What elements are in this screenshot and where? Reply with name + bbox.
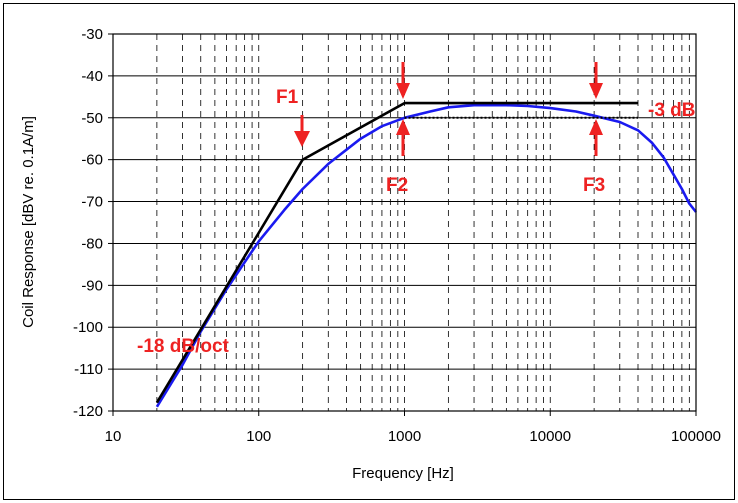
y-tick-label: -90 (81, 277, 103, 294)
y-tick-label: -80 (81, 235, 103, 252)
x-tick-label: 10 (105, 428, 122, 445)
figure-frame (3, 3, 735, 500)
x-tick-label: 100000 (671, 428, 721, 445)
y-tick-label: -110 (74, 361, 103, 378)
y-tick-label: -50 (81, 110, 103, 127)
x-tick-label: 10000 (529, 428, 571, 445)
series-line-asymptote (155, 101, 638, 404)
y-tick-label: -100 (73, 319, 103, 336)
y-tick-label: -70 (81, 194, 103, 211)
x-axis-title: Frequency [Hz] (352, 465, 454, 482)
f3-label: F3 (583, 175, 605, 196)
y-tick-label: -30 (81, 26, 103, 43)
slope-label: -18 dB/oct (137, 336, 230, 357)
f2-label: F2 (386, 175, 408, 196)
series-layer (155, 101, 698, 408)
f3-arrow-top (589, 62, 603, 99)
y-axis-title: Coil Response [dBV re. 0.1A/m] (20, 116, 37, 328)
f1-arrow (294, 115, 310, 147)
minus-3db-label: -3 dB (648, 100, 696, 121)
annotation-layer: F1 F2 F3 -3 dB -18 dB/oct (137, 62, 696, 357)
f2-arrow-top-head (396, 83, 410, 99)
f3-arrow-bottom-head (589, 119, 603, 135)
y-tick-label: -120 (73, 403, 103, 420)
f3-arrow-top-head (589, 83, 603, 99)
x-tick-label: 1000 (388, 428, 421, 445)
y-tick-label: -60 (81, 152, 103, 169)
y-tick-label: -40 (81, 68, 103, 85)
f2-arrow-top (396, 62, 410, 99)
f1-label: F1 (276, 87, 299, 108)
x-tick-label: 100 (246, 428, 271, 445)
series-line-measured (155, 103, 698, 408)
f3-arrow-bottom (589, 119, 603, 156)
f2-arrow-bottom-head (396, 119, 410, 135)
f2-arrow-bottom (396, 119, 410, 156)
f1-arrow-head (294, 131, 310, 147)
